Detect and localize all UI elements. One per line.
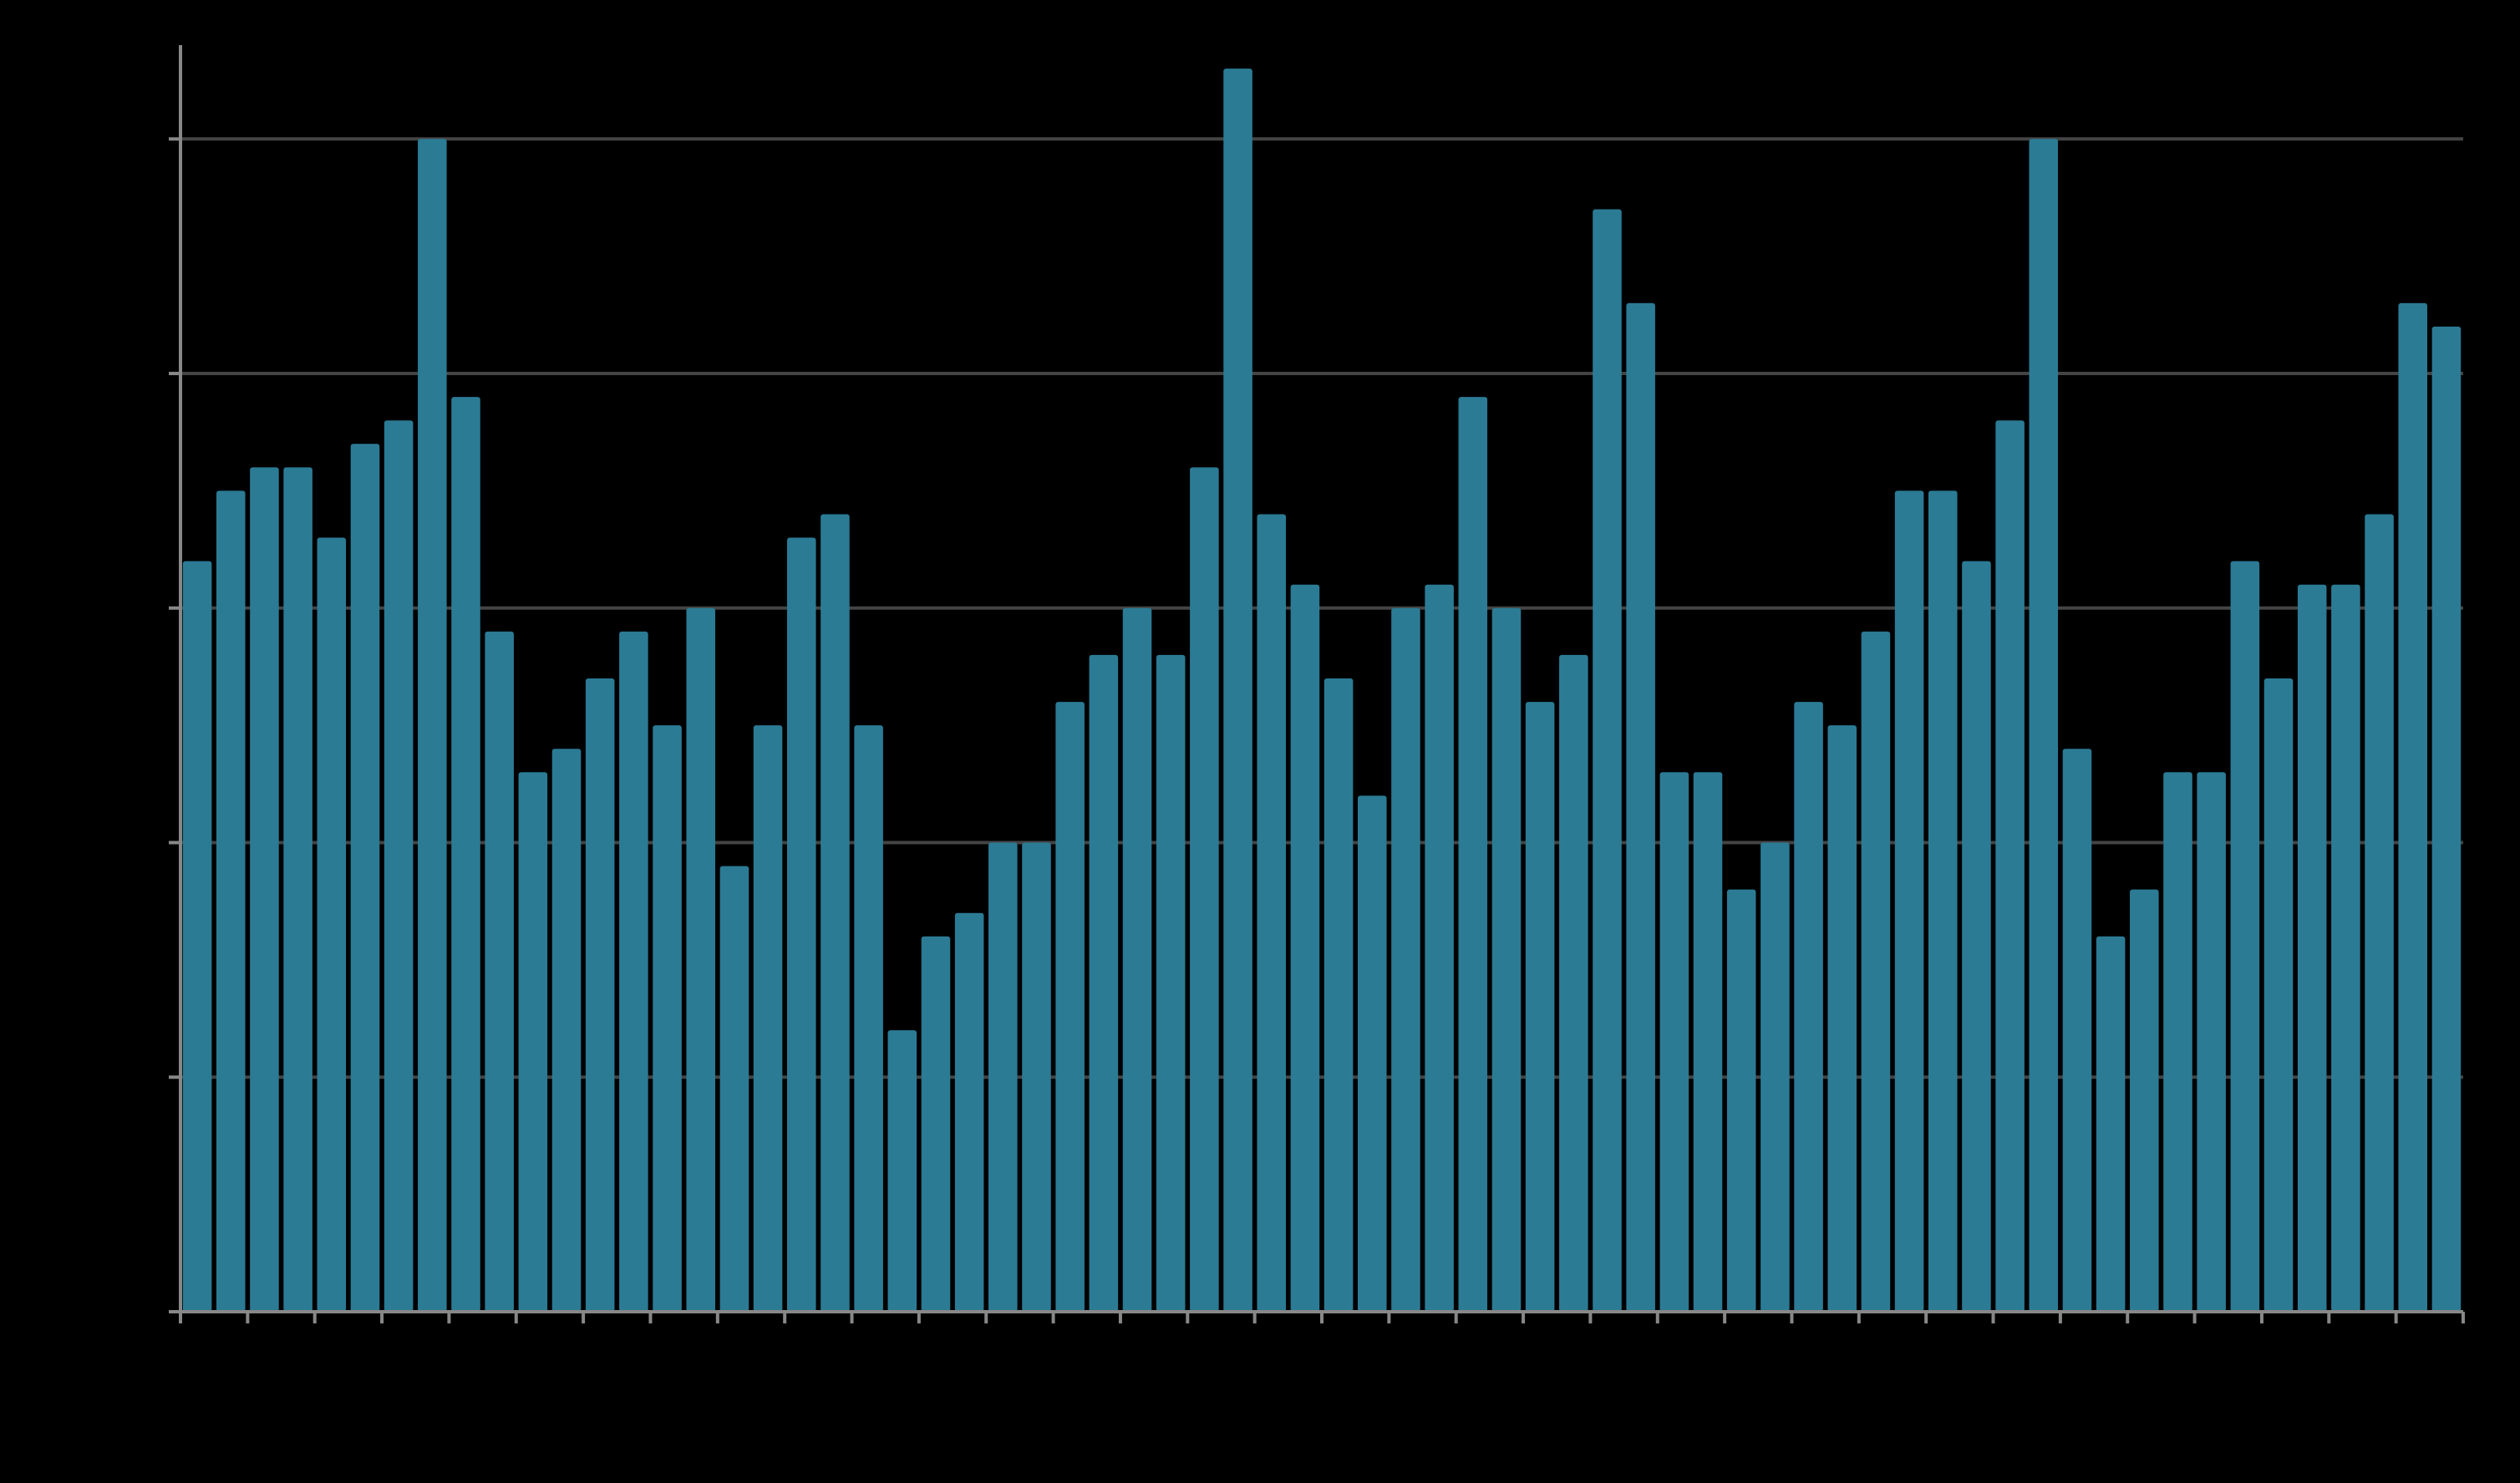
bar (1190, 467, 1219, 1312)
bar (250, 467, 279, 1312)
bar (1894, 490, 1924, 1312)
bar (653, 725, 682, 1312)
bar (921, 936, 951, 1312)
bar (2365, 514, 2394, 1312)
bar (485, 631, 514, 1312)
bar (1324, 678, 1354, 1312)
bar (1022, 842, 1051, 1312)
bar (686, 607, 716, 1312)
bar (585, 678, 615, 1312)
bar (2297, 584, 2327, 1312)
bar (1928, 490, 1958, 1312)
bar (2197, 772, 2226, 1312)
bar (551, 749, 582, 1312)
bar (1391, 607, 1420, 1312)
bar (1156, 654, 1186, 1312)
bar (2263, 678, 2294, 1312)
bar (2431, 326, 2462, 1312)
bar (1827, 725, 1857, 1312)
bar (418, 139, 447, 1312)
bar (1995, 420, 2025, 1313)
bar (1794, 702, 1823, 1312)
bar (954, 912, 984, 1312)
bar (1861, 631, 1891, 1312)
bar (182, 561, 212, 1312)
bar (451, 397, 480, 1312)
bar (1089, 654, 1119, 1312)
bar (1458, 397, 1488, 1312)
bar (1357, 795, 1387, 1312)
bar (2130, 889, 2159, 1312)
bar (1257, 514, 1287, 1312)
bar (2029, 139, 2059, 1312)
bar (2331, 584, 2360, 1312)
bar (1962, 561, 1991, 1312)
bar (1491, 607, 1522, 1312)
bar (1693, 772, 1723, 1312)
bar (1626, 302, 1655, 1312)
bar (1425, 584, 1454, 1312)
axes (169, 45, 2465, 1323)
bar (753, 725, 783, 1312)
bar (317, 537, 347, 1312)
bar (1055, 702, 1085, 1312)
bar (1525, 702, 1555, 1312)
bar (1659, 772, 1689, 1312)
bar (216, 490, 246, 1312)
bar (1726, 889, 1756, 1312)
bar (821, 514, 850, 1312)
bar (384, 420, 414, 1313)
bar (719, 866, 749, 1312)
bar (619, 631, 648, 1312)
bar (283, 467, 312, 1312)
bar (887, 1030, 917, 1312)
bar (786, 537, 816, 1312)
bar (854, 725, 883, 1312)
bar (2096, 936, 2126, 1312)
bar (518, 772, 548, 1312)
bar (1593, 209, 1622, 1312)
bar (1760, 842, 1790, 1312)
bar (350, 444, 380, 1312)
bar (2062, 749, 2092, 1312)
bar (1559, 654, 1588, 1312)
bar (988, 842, 1018, 1312)
bar (2163, 772, 2192, 1312)
bar (2398, 302, 2428, 1312)
bar (1223, 69, 1252, 1313)
bars (182, 69, 2462, 1313)
bar (2230, 561, 2260, 1312)
bar (1290, 584, 1320, 1312)
bar (1122, 607, 1152, 1312)
